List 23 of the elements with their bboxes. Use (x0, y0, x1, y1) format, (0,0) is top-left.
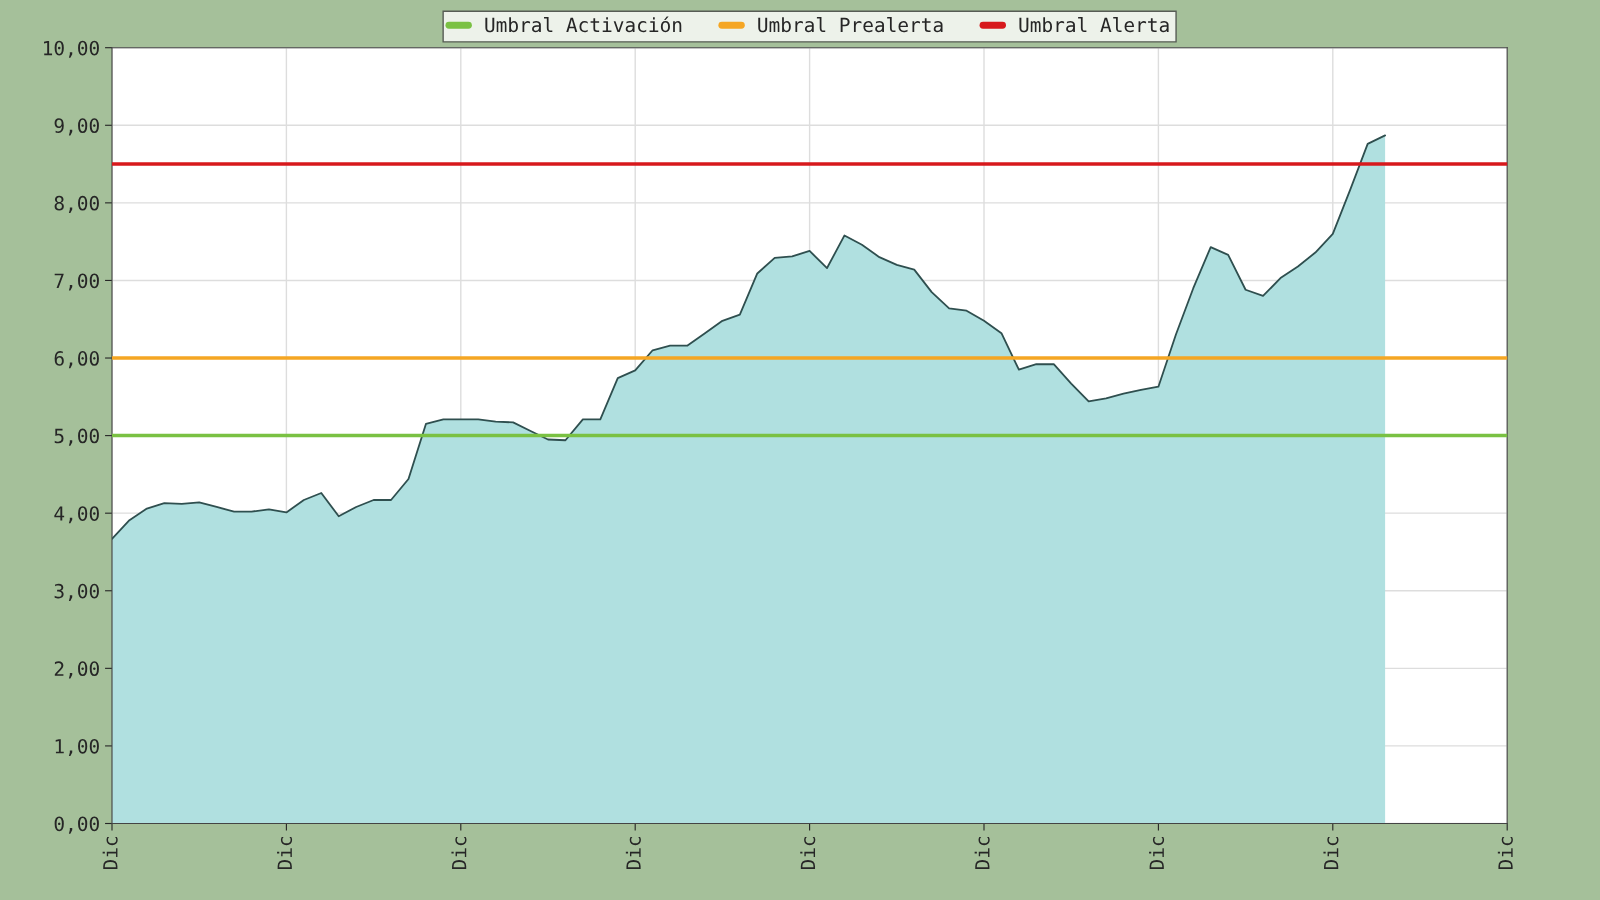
legend-label: Umbral Prealerta (758, 17, 943, 33)
legend-label: Umbral Alerta (1019, 17, 1169, 33)
x-tick-label: Dic (1497, 836, 1513, 870)
y-tick-label: 9,00 (54, 118, 99, 136)
y-tick-label: 10,00 (44, 40, 99, 58)
y-tick-label: 6,00 (54, 351, 99, 369)
y-tick-label: 8,00 (54, 195, 99, 214)
x-tick-label: Dic (625, 836, 641, 870)
y-tick-label: 3,00 (54, 583, 99, 601)
x-tick-label: Dic (800, 836, 816, 870)
y-tick-label: 0,00 (54, 816, 99, 834)
y-tick-label: 5,00 (54, 428, 99, 446)
x-tick-label: Dic (1149, 836, 1165, 870)
x-tick-label: Dic (1323, 836, 1339, 870)
y-tick-label: 1,00 (55, 738, 99, 757)
x-tick-label: Dic (451, 836, 467, 870)
y-tick-label: 4,00 (54, 506, 99, 524)
x-tick-label: Dic (974, 836, 990, 870)
y-tick-label: 7,00 (54, 273, 99, 291)
y-tick-label: 2,00 (54, 661, 99, 679)
x-tick-label: Dic (102, 836, 118, 870)
x-tick-label: Dic (277, 836, 293, 870)
legend-label: Umbral Activación (485, 16, 682, 33)
